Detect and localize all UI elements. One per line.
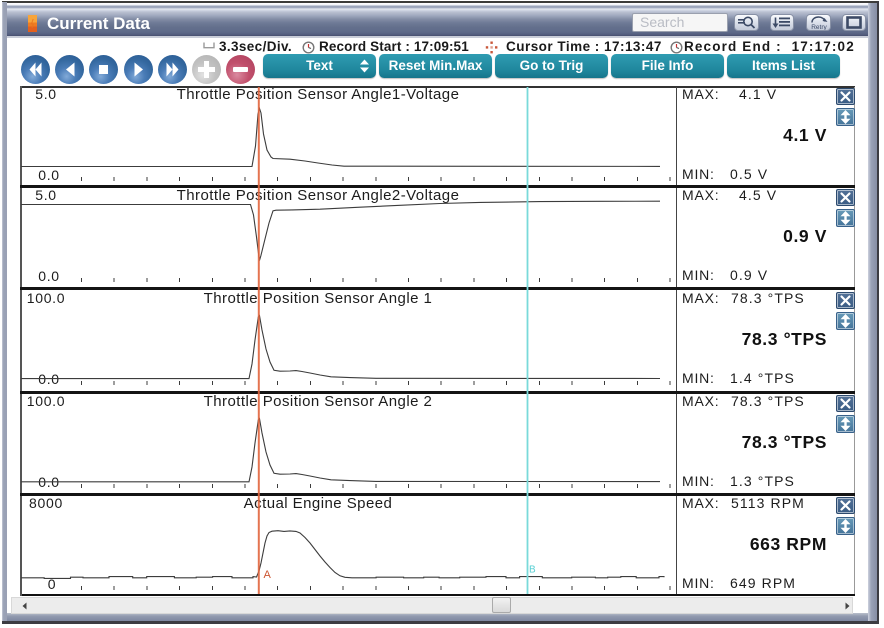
svg-text:B: B bbox=[529, 565, 536, 576]
svg-text:A: A bbox=[264, 569, 272, 581]
svg-text:Retry: Retry bbox=[811, 24, 827, 30]
